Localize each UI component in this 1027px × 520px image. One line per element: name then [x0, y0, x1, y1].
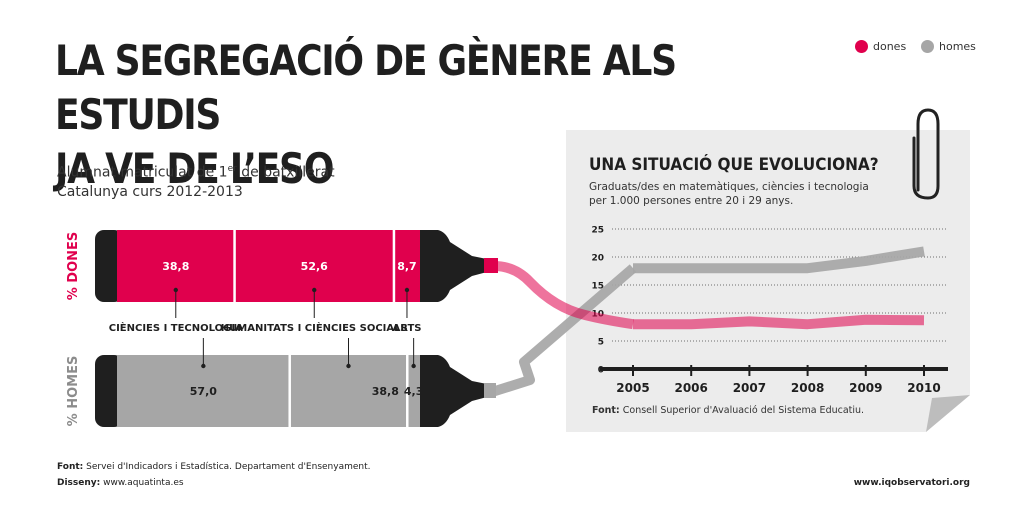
linechart-x-ticks: 2005 2006 2007 2008 2009 2010	[616, 365, 941, 395]
y-tick-label: 15	[591, 282, 604, 292]
subtitle: Alumnat matriculat de 1er de batxillerat…	[57, 160, 335, 202]
marker-homes: 57,0 38,8 4,3	[95, 355, 496, 427]
leader-dot-homes	[346, 363, 351, 369]
linechart-source-text: Consell Superior d'Avaluació del Sistema…	[620, 405, 864, 416]
marker-dones: 38,8 52,6 8,7	[95, 230, 498, 302]
x-tick-label: 2007	[733, 381, 766, 395]
footer-design-bold: Disseny:	[57, 478, 101, 488]
category-label: ARTS	[392, 323, 421, 334]
x-tick-label: 2008	[791, 381, 824, 395]
y-tick-label: 20	[591, 254, 604, 264]
linechart-title: UNA SITUACIÓ QUE EVOLUCIONA?	[589, 154, 879, 174]
linechart-subtitle-1: Graduats/des en matemàtiques, ciències i…	[589, 181, 869, 193]
marker-homes-tip	[420, 355, 487, 427]
footer-site: www.iqobservatori.org	[853, 478, 970, 488]
legend-homes: homes	[921, 40, 976, 53]
segment-value-label: 4,3	[404, 385, 424, 398]
x-tick-label: 2010	[907, 381, 940, 395]
segment-value-label: 8,7	[397, 260, 417, 273]
linechart-subtitle-2: per 1.000 persones entre 20 i 29 anys.	[589, 195, 793, 207]
marker-homes-segments: 57,0 38,8 4,3	[190, 355, 424, 427]
segment-value-label: 38,8	[162, 260, 189, 273]
footer-source: Font: Servei d'Indicadors i Estadística.…	[57, 462, 371, 472]
footer-design-link: www.aquatinta.es	[100, 478, 184, 488]
paperclip-icon	[912, 108, 940, 200]
leader-dot-dones	[404, 287, 410, 293]
marker-homes-nib	[484, 383, 496, 398]
marker-homes-body	[117, 355, 420, 427]
category-leader-lines	[173, 287, 416, 369]
x-tick-label: 2006	[674, 381, 707, 395]
marker-dones-tip	[420, 230, 487, 302]
series-dones-connector	[493, 261, 634, 330]
marker-dones-body	[117, 230, 420, 302]
segment-value-label: 52,6	[301, 260, 328, 273]
subtitle-line-2: Catalunya curs 2012-2013	[57, 183, 243, 200]
leader-dot-dones	[173, 287, 178, 293]
legend-homes-label: homes	[939, 40, 976, 53]
leader-dot-homes	[201, 363, 206, 369]
legend-homes-swatch	[921, 40, 934, 53]
footer-design: Disseny: www.aquatinta.es	[57, 478, 184, 488]
segment-value-label: 38,8	[372, 385, 399, 398]
footer-source-text: Servei d'Indicadors i Estadística. Depar…	[83, 462, 371, 472]
series-homes-line	[633, 246, 925, 274]
footer-source-bold: Font:	[57, 462, 84, 472]
title-line-2: JA VE DE L’ESO	[55, 144, 334, 193]
category-label: CIÈNCIES I TECNOLOGIA	[109, 321, 243, 334]
linechart-source-bold: Font:	[592, 405, 620, 416]
axis-label-homes: % HOMES	[66, 356, 81, 427]
paper-note	[566, 130, 970, 432]
y-tick-label: 25	[591, 226, 604, 236]
title-line-1: LA SEGREGACIÓ DE GÈNERE ALS ESTUDIS	[55, 36, 677, 139]
y-tick-label: 5	[598, 338, 604, 348]
page-title: LA SEGREGACIÓ DE GÈNERE ALS ESTUDIS JA V…	[55, 34, 709, 196]
paper-sheet	[566, 130, 970, 432]
linechart-source: Font: Consell Superior d'Avaluació del S…	[592, 405, 864, 416]
marker-dones-segments: 38,8 52,6 8,7	[162, 230, 417, 302]
category-label: HUMANITATS I CIÈNCIES SOCIALS	[221, 321, 408, 334]
legend-dones: dones	[855, 40, 906, 53]
subtitle-line-1: Alumnat matriculat de 1er de batxillerat	[57, 164, 335, 181]
x-tick-label: 2005	[616, 381, 649, 395]
marker-dones-cap	[95, 230, 123, 302]
legend-dones-label: dones	[873, 40, 907, 53]
paper-curl	[926, 395, 970, 432]
marker-dones-nib	[484, 258, 498, 273]
leader-dot-homes	[411, 363, 416, 369]
marker-homes-cap	[95, 355, 123, 427]
leader-dot-dones	[312, 287, 317, 293]
axis-label-dones: % DONES	[66, 232, 81, 301]
series-dones-line	[633, 314, 925, 330]
legend-dones-swatch	[855, 40, 868, 53]
segment-value-label: 57,0	[190, 385, 217, 398]
x-tick-label: 2009	[849, 381, 882, 395]
